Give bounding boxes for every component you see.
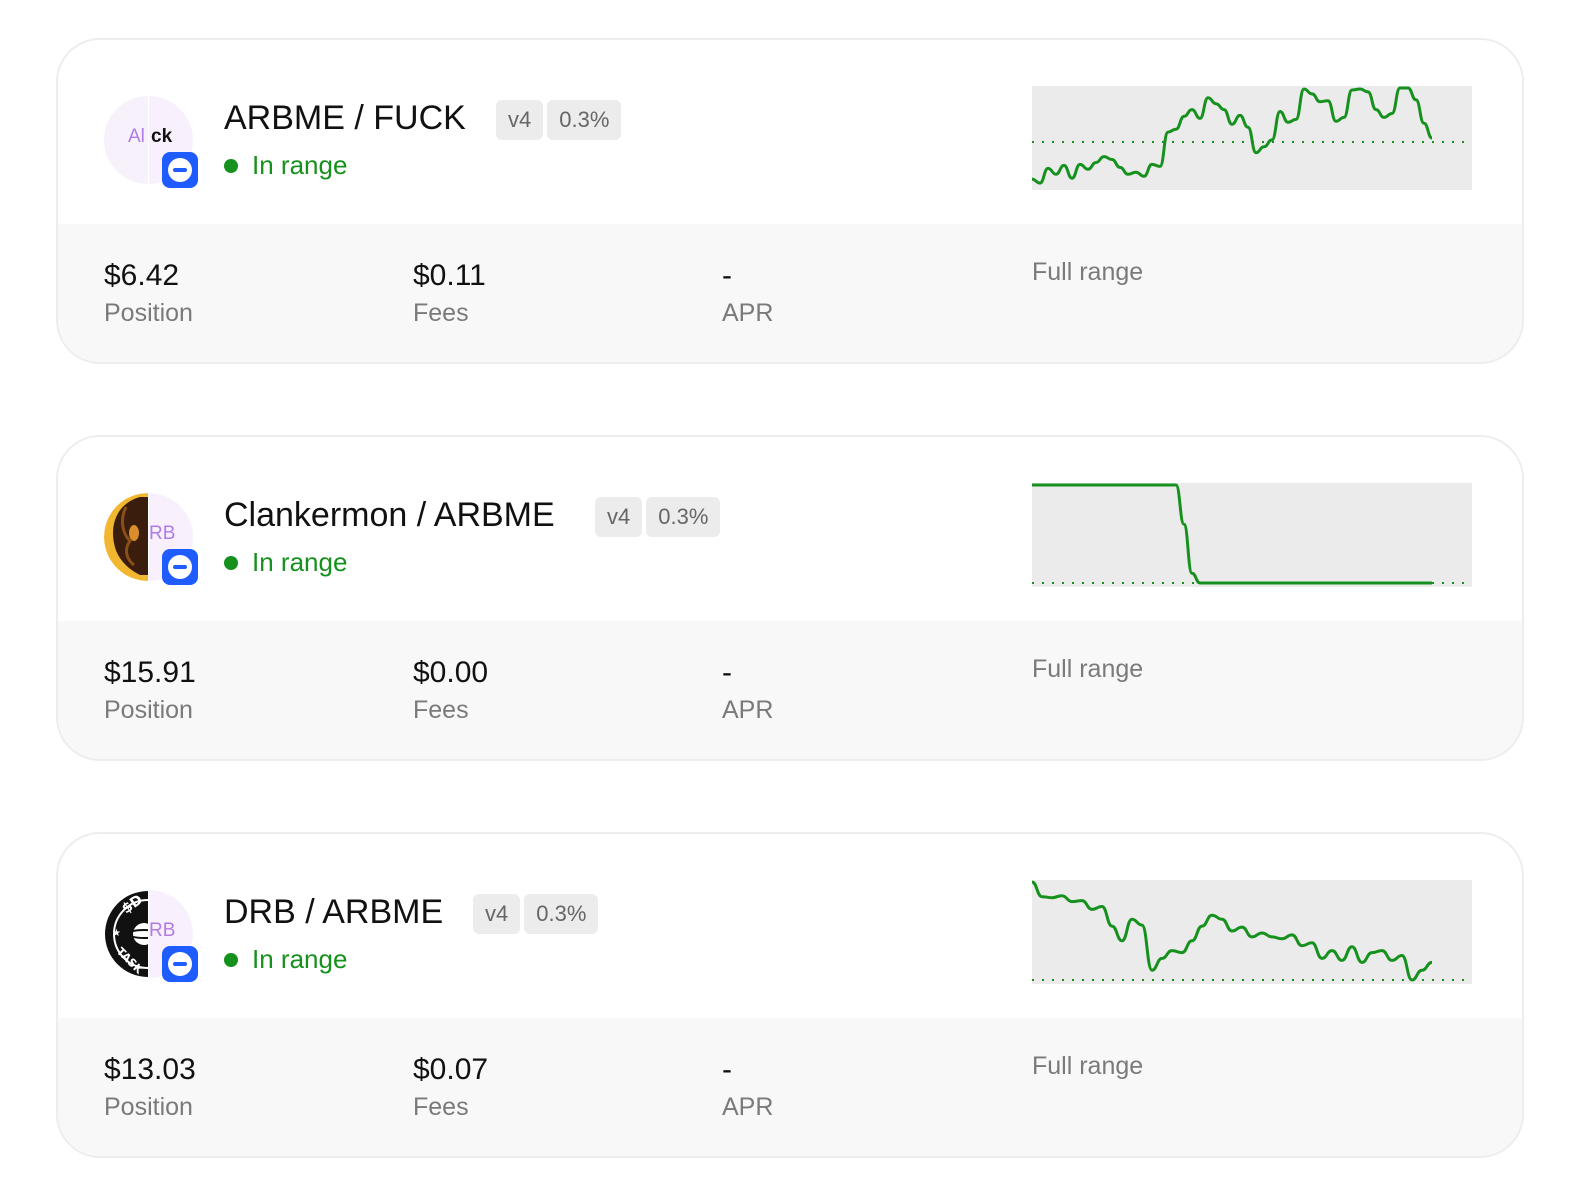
- token0-logo-text: Al: [128, 126, 145, 147]
- apr-value: -: [722, 259, 732, 292]
- svg-text:★: ★: [112, 928, 121, 939]
- base-chain-icon: [162, 946, 198, 982]
- status-dot-icon: [224, 555, 238, 570]
- position-value: $13.03: [104, 1053, 196, 1086]
- fees-value: $0.11: [413, 259, 486, 292]
- sparkline-range-band: [1032, 483, 1472, 587]
- price-sparkline: [1032, 880, 1472, 984]
- position-label: Position: [104, 696, 193, 724]
- position-metric: $15.91 Position: [104, 655, 196, 725]
- apr-value: -: [722, 1053, 732, 1086]
- range-type-label: Full range: [1032, 1052, 1144, 1080]
- clankermon-token-icon: [104, 493, 148, 581]
- position-metric: $6.42 Position: [104, 258, 193, 328]
- apr-metric: - APR: [722, 1052, 773, 1122]
- apr-metric: - APR: [722, 258, 773, 328]
- pair-title[interactable]: ARBME / FUCK: [224, 99, 466, 137]
- drb-token-icon: $D TASK ★: [104, 890, 148, 978]
- token-pair-logos: $D TASK ★ RB: [104, 890, 200, 986]
- fees-value: $0.00: [413, 656, 489, 689]
- price-sparkline: [1032, 86, 1472, 190]
- fees-label: Fees: [413, 299, 469, 327]
- range-status: In range: [224, 944, 347, 975]
- position-metric: $13.03 Position: [104, 1052, 196, 1122]
- version-tag: v4: [595, 497, 643, 537]
- base-chain-icon: [162, 152, 198, 188]
- range-type-label: Full range: [1032, 655, 1144, 683]
- position-value: $15.91: [104, 656, 196, 689]
- status-dot-icon: [224, 952, 238, 967]
- base-chain-icon: [162, 549, 198, 585]
- range-status-label: In range: [252, 547, 348, 577]
- position-header: Al ck ARBME / FUCK v4 0.3% In range: [58, 40, 1522, 224]
- fees-metric: $0.11 Fees: [413, 258, 486, 328]
- price-sparkline: [1032, 483, 1472, 587]
- apr-value: -: [722, 656, 732, 689]
- fees-value: $0.07: [413, 1053, 489, 1086]
- sparkline-range-band: [1032, 880, 1472, 984]
- fees-label: Fees: [413, 1093, 469, 1121]
- range-status-label: In range: [252, 150, 348, 180]
- apr-metric: - APR: [722, 655, 773, 725]
- fee-tag: 0.3%: [524, 894, 599, 934]
- pool-tags: v4 0.3%: [473, 894, 599, 934]
- alick-token-icon: Al: [104, 96, 148, 184]
- position-header: RB Clankermon / ARBME v4 0.3% In range: [58, 437, 1522, 621]
- fee-tag: 0.3%: [547, 100, 622, 140]
- range-type-label: Full range: [1032, 258, 1144, 286]
- fees-metric: $0.07 Fees: [413, 1052, 488, 1122]
- range-status: In range: [224, 547, 347, 578]
- pair-title[interactable]: DRB / ARBME: [224, 893, 444, 931]
- version-tag: v4: [473, 894, 521, 934]
- position-stats: $13.03 Position $0.07 Fees - APR Full ra…: [58, 1018, 1522, 1156]
- position-label: Position: [104, 1093, 193, 1121]
- pool-tags: v4 0.3%: [496, 100, 622, 140]
- pair-title[interactable]: Clankermon / ARBME: [224, 496, 555, 534]
- fees-metric: $0.00 Fees: [413, 655, 488, 725]
- status-dot-icon: [224, 158, 238, 173]
- fees-label: Fees: [413, 696, 469, 724]
- version-tag: v4: [496, 100, 544, 140]
- token-pair-logos: Al ck: [104, 96, 200, 192]
- position-header: $D TASK ★ RB DRB / ARBME v4 0.3% In range: [58, 834, 1522, 1018]
- apr-label: APR: [722, 696, 774, 724]
- position-label: Position: [104, 299, 193, 327]
- sparkline-series: [1032, 880, 1433, 982]
- position-stats: $6.42 Position $0.11 Fees - APR Full ran…: [58, 224, 1522, 362]
- token-pair-logos: RB: [104, 493, 200, 589]
- position-card[interactable]: Al ck ARBME / FUCK v4 0.3% In range: [56, 38, 1524, 364]
- apr-label: APR: [722, 1093, 774, 1121]
- fee-tag: 0.3%: [646, 497, 721, 537]
- token1-logo-text: RB: [149, 523, 176, 544]
- token1-logo-text: ck: [151, 126, 173, 147]
- sparkline-series: [1032, 483, 1432, 585]
- sparkline-series: [1032, 86, 1433, 185]
- pool-tags: v4 0.3%: [595, 497, 721, 537]
- token1-logo-text: RB: [149, 920, 176, 941]
- position-value: $6.42: [104, 259, 180, 292]
- position-card[interactable]: RB Clankermon / ARBME v4 0.3% In range $…: [56, 435, 1524, 761]
- apr-label: APR: [722, 299, 774, 327]
- position-stats: $15.91 Position $0.00 Fees - APR Full ra…: [58, 621, 1522, 759]
- range-status-label: In range: [252, 944, 348, 974]
- range-status: In range: [224, 150, 347, 181]
- position-card[interactable]: $D TASK ★ RB DRB / ARBME v4 0.3% In range: [56, 832, 1524, 1158]
